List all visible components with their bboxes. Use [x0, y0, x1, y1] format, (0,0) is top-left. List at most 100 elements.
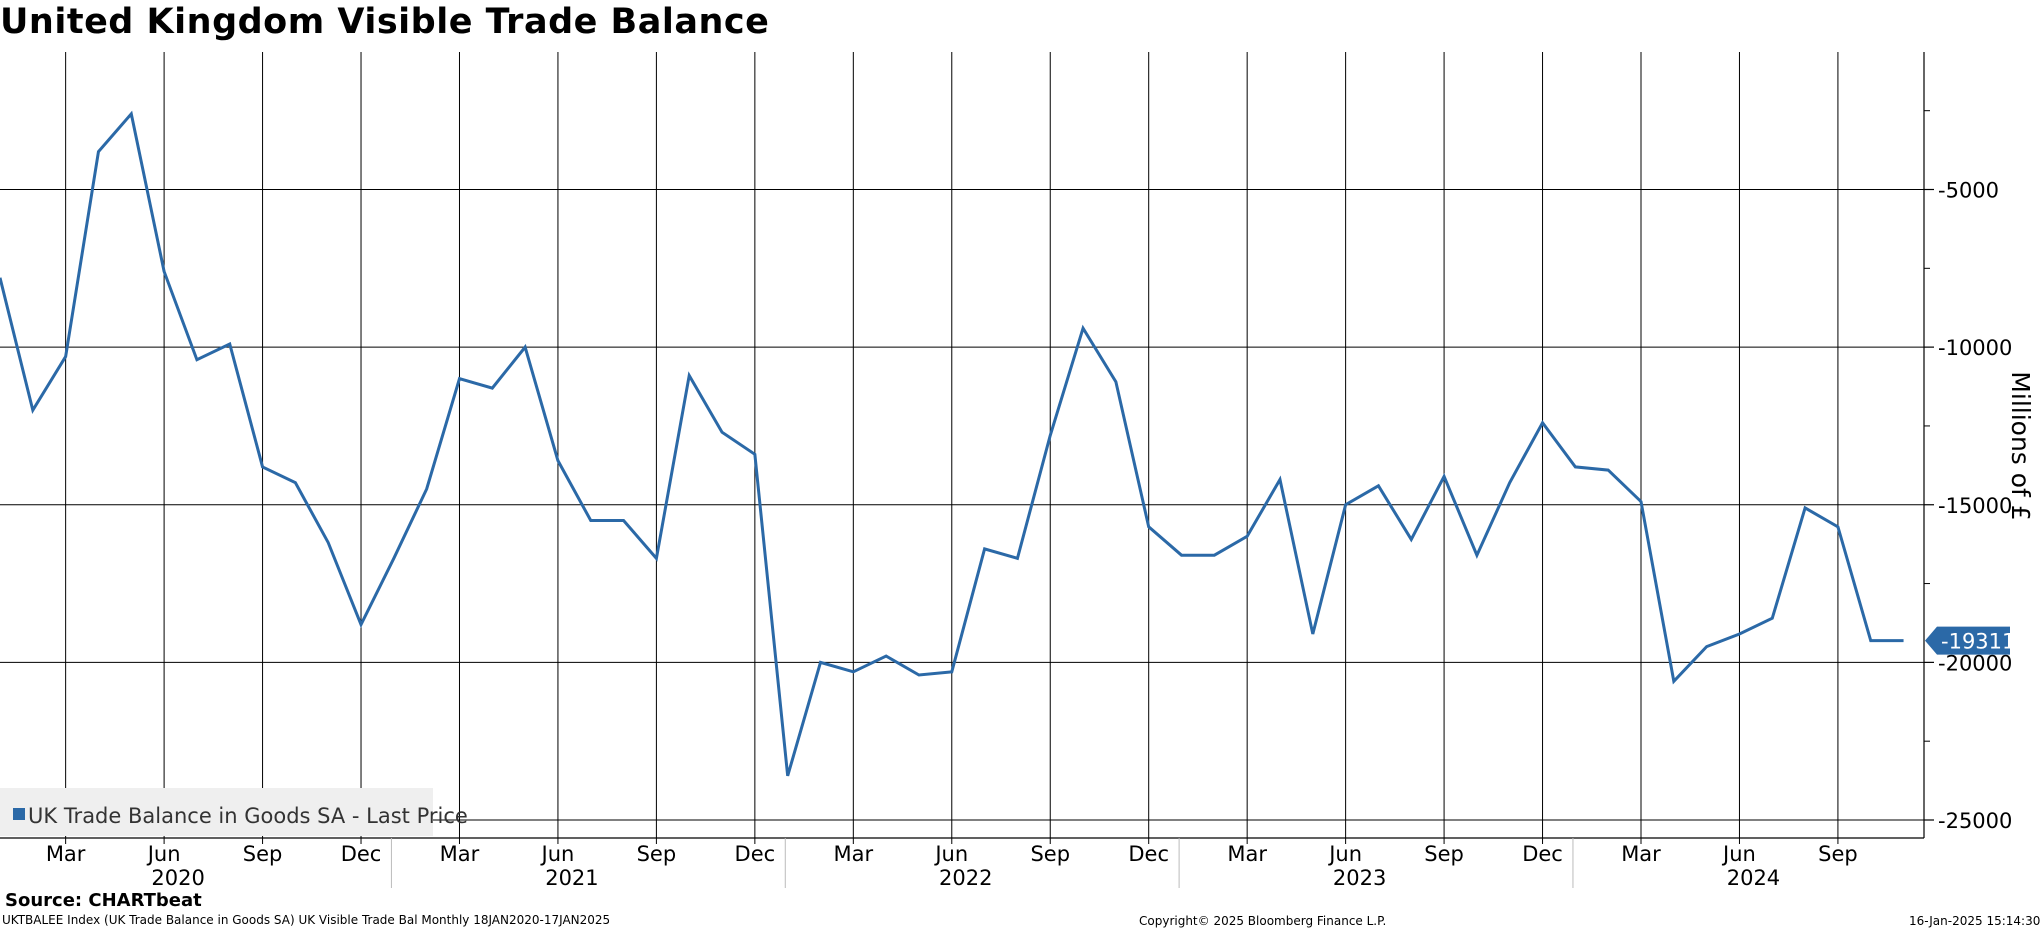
x-tick-label: Jun	[1327, 842, 1362, 866]
data-point	[786, 774, 789, 777]
label-layer: -5000 -10000 -15000 -20000 -25000 Mar Jun Sep De…	[46, 179, 2035, 891]
data-point	[589, 519, 592, 522]
data-point	[885, 655, 888, 658]
grid-layer	[0, 52, 1924, 838]
data-point	[31, 409, 34, 412]
x-tick-label: Dec	[1522, 842, 1563, 866]
data-point	[1213, 554, 1216, 557]
x-tick-label: Jun	[540, 842, 575, 866]
x-year-label: 2022	[939, 866, 992, 890]
data-point	[1508, 481, 1511, 484]
data-point	[917, 673, 920, 676]
data-point	[622, 519, 625, 522]
x-year-label: 2024	[1727, 866, 1780, 890]
x-tick-label: Mar	[1621, 842, 1661, 866]
data-point	[1147, 525, 1150, 528]
data-point	[1311, 633, 1314, 636]
data-point	[327, 541, 330, 544]
x-tick-label: Jun	[146, 842, 181, 866]
footer-timestamp: 16-Jan-2025 15:14:30	[1909, 914, 2041, 928]
data-point	[1705, 645, 1708, 648]
data-point	[1049, 434, 1052, 437]
data-point	[753, 453, 756, 456]
x-tick-label: Sep	[243, 842, 283, 866]
x-year-label: 2021	[545, 866, 598, 890]
data-point	[852, 670, 855, 673]
source-text: Source: CHARTbeat	[5, 890, 202, 911]
data-point	[1738, 633, 1741, 636]
data-point	[1410, 538, 1413, 541]
data-point	[1607, 469, 1610, 472]
data-point	[97, 150, 100, 153]
y-tick-label: -20000	[1938, 651, 2012, 675]
x-tick-label: Jun	[933, 842, 968, 866]
data-point	[983, 547, 986, 550]
footer-copyright: Copyright© 2025 Bloomberg Finance L.P.	[1139, 914, 1387, 928]
footer-description: UKTBALEE Index (UK Trade Balance in Good…	[2, 913, 611, 927]
data-point	[1574, 465, 1577, 468]
data-point	[688, 374, 691, 377]
data-point	[1541, 421, 1544, 424]
x-year-label: 2023	[1333, 866, 1386, 890]
data-point	[1278, 478, 1281, 481]
data-point	[1771, 617, 1774, 620]
legend-entry: UK Trade Balance in Goods SA - Last Pric…	[28, 804, 468, 828]
data-point	[1344, 503, 1347, 506]
x-tick-label: Mar	[46, 842, 86, 866]
legend-layer: UK Trade Balance in Goods SA - Last Pric…	[0, 788, 468, 836]
data-point	[392, 557, 395, 560]
x-tick-label: Dec	[341, 842, 382, 866]
last-value-label: -19311	[1941, 630, 2015, 654]
data-point	[64, 355, 67, 358]
x-year-label: 2020	[151, 866, 204, 890]
data-point	[655, 557, 658, 560]
data-point	[1246, 535, 1249, 538]
data-point	[163, 270, 166, 273]
y-axis-title: Millions of £	[2006, 371, 2035, 520]
data-point	[294, 481, 297, 484]
x-tick-label: Sep	[1030, 842, 1070, 866]
chart-title: United Kingdom Visible Trade Balance	[0, 2, 770, 42]
axis-layer	[0, 52, 1934, 888]
data-point	[458, 377, 461, 380]
series-layer	[0, 110, 1905, 777]
x-tick-label: Mar	[834, 842, 874, 866]
data-point	[524, 346, 527, 349]
last-value-badge	[1925, 626, 2010, 655]
data-point	[360, 623, 363, 626]
data-point	[721, 431, 724, 434]
data-point	[1902, 639, 1905, 642]
y-tick-label: -5000	[1938, 179, 1999, 203]
data-point	[130, 112, 133, 115]
series-line	[0, 110, 1904, 777]
data-point	[425, 487, 428, 490]
data-point	[1180, 554, 1183, 557]
data-point	[1016, 557, 1019, 560]
data-point	[819, 661, 822, 664]
data-point	[195, 358, 198, 361]
data-point	[1082, 327, 1085, 330]
x-tick-label: Sep	[637, 842, 677, 866]
data-point	[1114, 380, 1117, 383]
x-tick-label: Sep	[1424, 842, 1464, 866]
data-point	[1869, 639, 1872, 642]
x-tick-label: Dec	[735, 842, 776, 866]
x-tick-label: Mar	[440, 842, 480, 866]
data-point	[556, 459, 559, 462]
data-point	[950, 670, 953, 673]
y-tick-label: -10000	[1938, 336, 2012, 360]
data-point	[1672, 680, 1675, 683]
y-tick-label: -15000	[1938, 494, 2012, 518]
data-point	[1836, 525, 1839, 528]
data-point	[1640, 500, 1643, 503]
x-tick-label: Mar	[1227, 842, 1267, 866]
data-point	[1377, 484, 1380, 487]
data-point	[261, 465, 264, 468]
data-point	[228, 342, 231, 345]
legend-box	[0, 788, 433, 836]
legend-swatch	[13, 808, 25, 820]
data-point	[1443, 475, 1446, 478]
x-tick-label: Sep	[1818, 842, 1858, 866]
data-point	[1804, 506, 1807, 509]
